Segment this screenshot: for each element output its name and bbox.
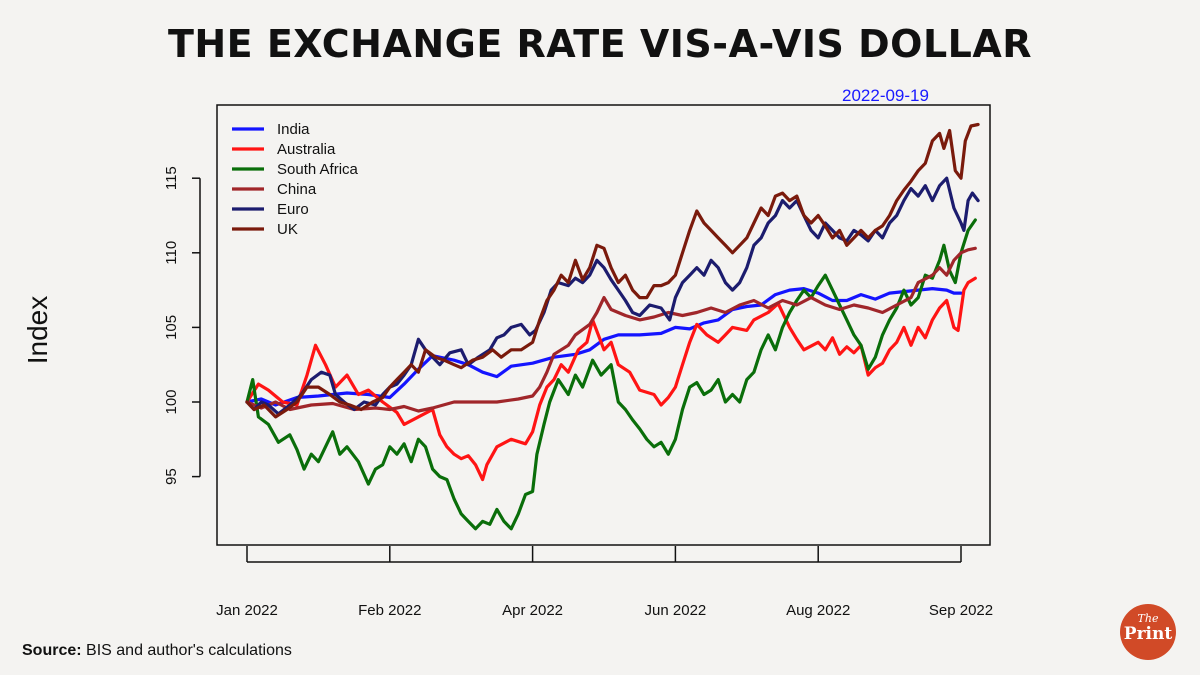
x-axis: Jan 2022 Feb 2022 Apr 2022 Jun 2022 Aug 2022… xyxy=(216,546,993,619)
y-tick-label: 110 xyxy=(163,241,180,265)
source-note: Source: BIS and author's calculations xyxy=(22,642,292,660)
source-label: Source: xyxy=(22,642,82,659)
series-line-india xyxy=(245,287,963,407)
date-label: 2022-09-19 xyxy=(842,86,929,105)
plot-frame xyxy=(216,104,991,546)
x-tick-label: Aug 2022 xyxy=(786,602,850,619)
legend-label-china: China xyxy=(277,181,317,198)
legend-label-south-africa: South Africa xyxy=(277,161,359,178)
y-tick-label: 95 xyxy=(163,468,180,485)
series-layer xyxy=(245,122,980,531)
series-line-south-africa xyxy=(245,218,977,531)
legend-label-euro: Euro xyxy=(277,201,309,218)
series-line-uk xyxy=(245,122,980,419)
source-text: BIS and author's calculations xyxy=(86,642,292,659)
y-tick-label: 105 xyxy=(163,315,180,340)
theprint-logo: The Print xyxy=(1120,604,1176,660)
x-tick-label: Sep 2022 xyxy=(929,602,993,619)
x-tick-label: Jan 2022 xyxy=(216,602,278,619)
series-line-australia xyxy=(245,276,977,482)
logo-print: Print xyxy=(1123,624,1173,644)
logo-the: The xyxy=(1137,612,1159,625)
x-tick-label: Apr 2022 xyxy=(502,602,563,619)
y-tick-label: 115 xyxy=(163,166,180,190)
chart-title: THE EXCHANGE RATE VIS-A-VIS DOLLAR xyxy=(167,22,1033,66)
x-tick-label: Feb 2022 xyxy=(358,602,421,619)
y-tick-label: 100 xyxy=(163,389,180,414)
series-line-china xyxy=(245,246,977,413)
legend-label-uk: UK xyxy=(277,221,298,238)
legend-label-india: India xyxy=(277,121,310,138)
y-axis: 95 100 105 110 115 xyxy=(163,166,201,485)
legend-label-australia: Australia xyxy=(277,141,336,158)
legend: India Australia South Africa China Euro UK xyxy=(232,121,359,238)
x-tick-label: Jun 2022 xyxy=(645,602,707,619)
